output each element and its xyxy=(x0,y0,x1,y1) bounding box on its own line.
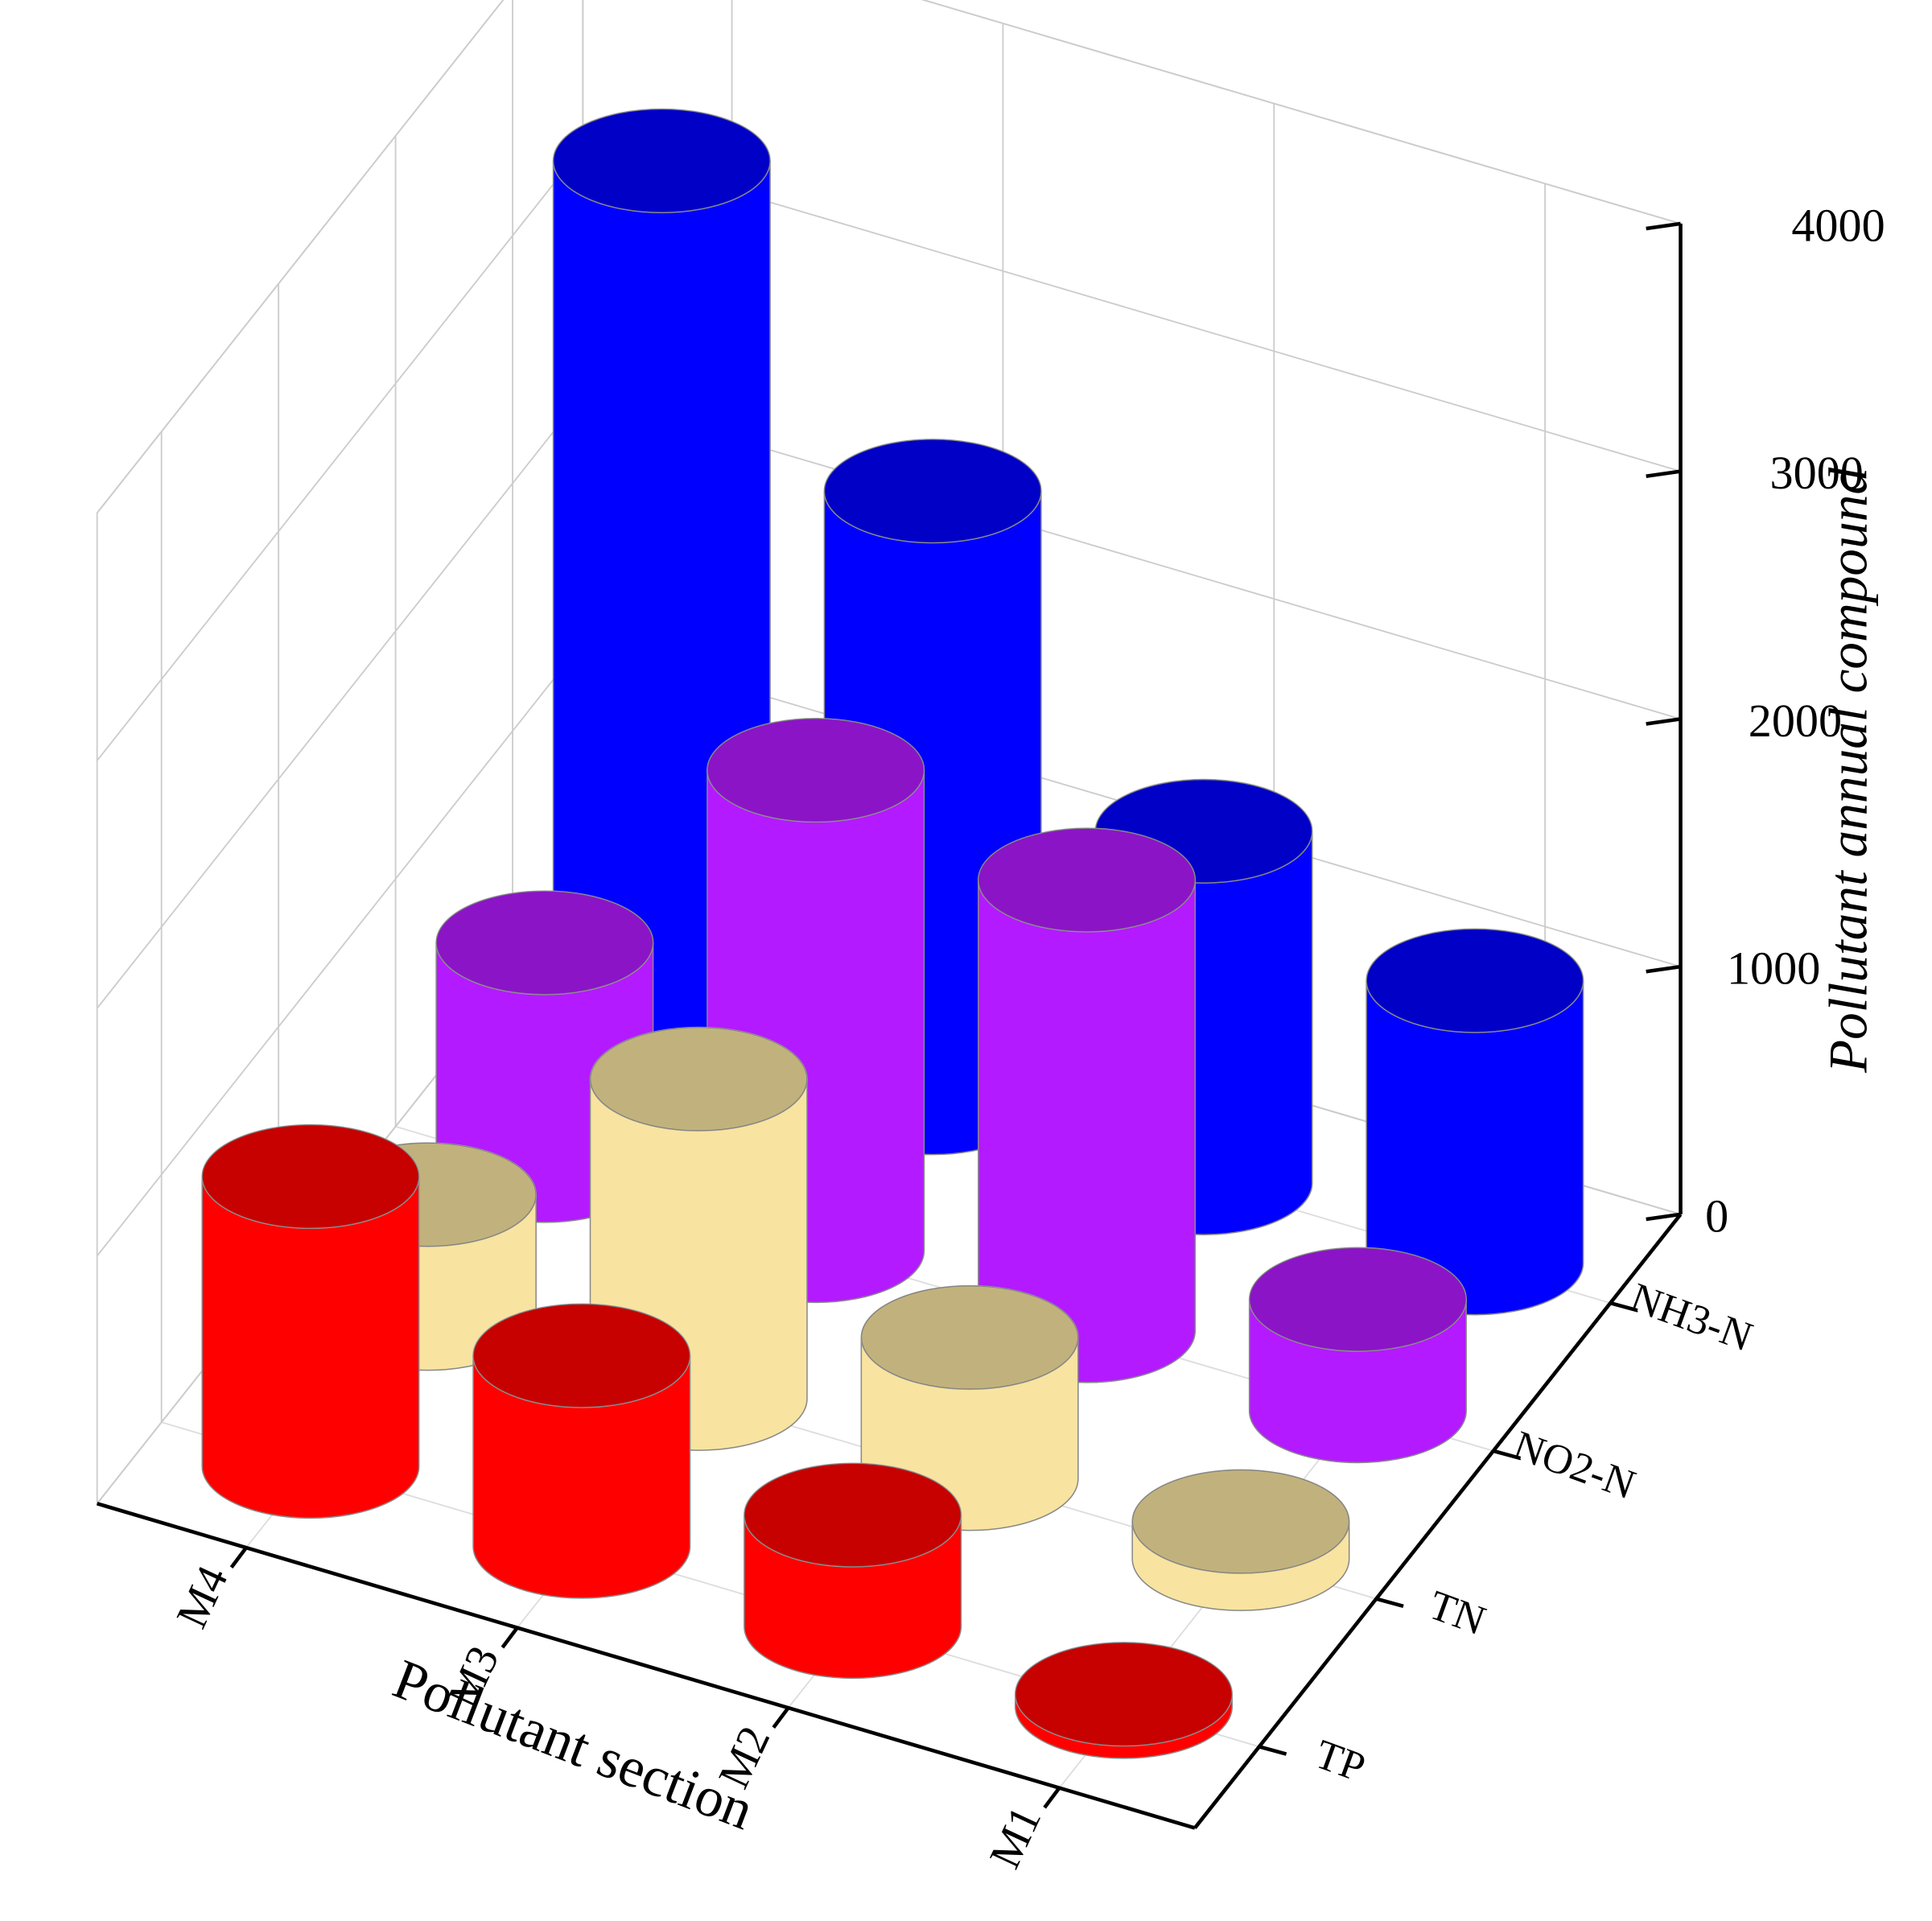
series-label: TN xyxy=(1423,1582,1492,1644)
cylinder-top xyxy=(860,1284,1079,1390)
cylinder-top-shade xyxy=(861,1285,1078,1390)
x-tick xyxy=(229,1546,248,1569)
series-tick xyxy=(1258,1745,1287,1756)
cylinder-top-shade xyxy=(1015,1642,1233,1746)
cylinder-top xyxy=(201,1123,420,1230)
z-tick-label: 4000 xyxy=(1791,199,1885,251)
cylinder-body xyxy=(472,1354,691,1599)
cylinder xyxy=(1014,1642,1233,1759)
cylinder-top xyxy=(589,1026,808,1132)
cylinder-top-shade xyxy=(1249,1247,1467,1351)
cylinder-top-shade xyxy=(553,109,771,213)
cylinder-top-shade xyxy=(1132,1470,1349,1573)
cylinder-top xyxy=(706,717,925,823)
cylinder-top-shade xyxy=(706,718,925,822)
x-axis-title: Pollutant section xyxy=(385,1647,762,1842)
x-tick-label: M4 xyxy=(167,1559,237,1635)
cylinder-top-shade xyxy=(824,439,1041,543)
z-tick xyxy=(1646,964,1681,974)
x-tick xyxy=(772,1706,790,1729)
z-axis-title: Pollutant annual compound xyxy=(1819,468,1879,1074)
cylinder-top-shade xyxy=(978,828,1196,932)
cylinder xyxy=(201,1123,420,1519)
cylinder-top-shade xyxy=(590,1027,807,1132)
cylinder xyxy=(978,827,1197,1383)
cylinder-top xyxy=(744,1462,962,1568)
cylinder-top xyxy=(435,890,654,996)
cylinder-top xyxy=(823,439,1042,544)
cylinder xyxy=(1248,1247,1467,1464)
series-tick xyxy=(1609,1301,1638,1313)
cylinder-top xyxy=(1131,1469,1350,1574)
cylinder-top-shade xyxy=(473,1304,690,1408)
x-tick-label: M1 xyxy=(980,1799,1051,1875)
series-label: TP xyxy=(1309,1731,1371,1791)
cylinder xyxy=(1131,1469,1350,1611)
z-tick-label: 1000 xyxy=(1727,942,1820,995)
cylinder-top-shade xyxy=(202,1124,419,1229)
z-tick xyxy=(1646,221,1681,231)
grid-line xyxy=(96,0,1681,513)
cylinder xyxy=(472,1303,691,1599)
x-tick xyxy=(501,1626,519,1649)
cylinder-body xyxy=(201,1176,420,1519)
series-label: NH3-N xyxy=(1625,1275,1758,1361)
cylinder-top-shade xyxy=(436,891,653,995)
z-tick-label: 2000 xyxy=(1749,695,1842,747)
series-axis xyxy=(1193,1213,1683,1829)
z-tick xyxy=(1646,717,1681,726)
z-tick xyxy=(1646,469,1681,479)
cylinder-top xyxy=(978,827,1197,933)
cylinder-top xyxy=(472,1303,691,1408)
x-axis xyxy=(97,1502,1196,1830)
x-tick xyxy=(1043,1787,1061,1809)
z-tick-label: 3000 xyxy=(1770,447,1864,499)
series-label: NO2-N xyxy=(1507,1423,1641,1509)
cylinder-top xyxy=(1014,1642,1233,1747)
cylinder-top xyxy=(1366,928,1584,1033)
cylinder xyxy=(1366,928,1584,1316)
z-tick-label: 0 xyxy=(1705,1189,1728,1242)
cylinder xyxy=(744,1462,962,1680)
cylinder-top-shade xyxy=(744,1463,962,1567)
cylinder-top-shade xyxy=(1366,929,1584,1033)
series-tick xyxy=(1375,1597,1404,1609)
cylinder-top xyxy=(1248,1247,1467,1352)
cylinder-top xyxy=(552,108,771,213)
z-tick xyxy=(1646,1212,1681,1222)
series-tick xyxy=(1493,1449,1522,1461)
